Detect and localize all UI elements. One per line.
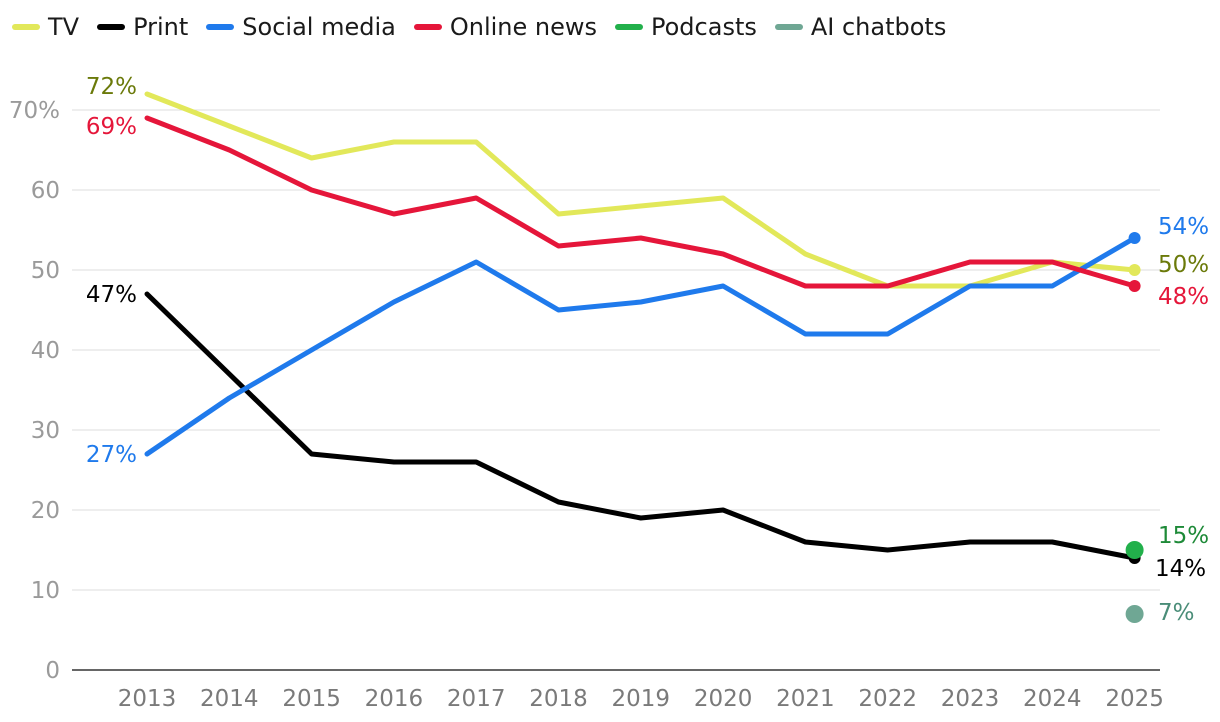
x-tick-label: 2023 — [941, 686, 1000, 712]
chart-legend: TV Print Social media Online news Podcas… — [12, 10, 964, 44]
gridlines — [72, 109, 1160, 671]
end-label-social-media: 54% — [1158, 214, 1209, 240]
y-axis-ticks: 0 10 20 30 40 50 60 70% — [9, 98, 60, 684]
legend-swatch-tv — [12, 24, 40, 30]
x-tick-label: 2020 — [694, 686, 753, 712]
legend-swatch-podcasts — [615, 24, 643, 30]
legend-item-social-media: Social media — [206, 13, 396, 41]
legend-swatch-ai-chatbots — [774, 24, 803, 30]
y-tick-label: 50 — [31, 258, 60, 284]
y-tick-label: 0 — [45, 658, 60, 684]
legend-label-podcasts: Podcasts — [651, 13, 757, 41]
end-point-tv — [1128, 264, 1141, 276]
x-tick-label: 2016 — [365, 686, 424, 712]
legend-label-social-media: Social media — [242, 13, 396, 41]
end-label-print: 14% — [1155, 556, 1206, 582]
end-point-social-media — [1128, 232, 1141, 244]
legend-item-ai-chatbots: AI chatbots — [774, 13, 947, 41]
start-label-tv: 72% — [86, 74, 137, 100]
end-point-podcasts — [1125, 541, 1144, 559]
series-line-social-media — [144, 235, 1138, 457]
x-tick-label: 2014 — [200, 686, 259, 712]
legend-label-print: Print — [133, 13, 189, 41]
y-tick-label: 30 — [31, 418, 60, 444]
end-label-podcasts: 15% — [1158, 523, 1209, 549]
x-tick-label: 2021 — [776, 686, 835, 712]
y-tick-label: 60 — [31, 178, 60, 204]
series-line-print — [144, 291, 1138, 561]
legend-label-ai-chatbots: AI chatbots — [810, 13, 947, 41]
x-tick-label: 2019 — [612, 686, 671, 712]
legend-label-tv: TV — [48, 13, 80, 41]
end-label-tv: 50% — [1158, 252, 1209, 278]
y-tick-label: 20 — [31, 498, 60, 524]
data-labels: 72% 47% 27% 69% 50% 14% 54% 48% 15% 7% — [86, 74, 1209, 626]
x-tick-label: 2018 — [529, 686, 588, 712]
legend-swatch-print — [97, 24, 126, 30]
end-point-online-news — [1128, 280, 1141, 292]
start-label-online-news: 69% — [86, 114, 137, 140]
x-tick-label: 2017 — [447, 686, 506, 712]
x-tick-label: 2024 — [1023, 686, 1082, 712]
y-tick-label: 40 — [31, 338, 60, 364]
series-lines — [144, 91, 1138, 561]
y-tick-label: 70% — [9, 98, 60, 124]
x-axis-ticks: 2013 2014 2015 2016 2017 2018 2019 2020 2021 2022… — [118, 686, 1164, 712]
x-tick-label: 2025 — [1105, 686, 1164, 712]
end-label-online-news: 48% — [1158, 284, 1209, 310]
legend-item-podcasts: Podcasts — [615, 13, 757, 41]
x-tick-label: 2015 — [282, 686, 341, 712]
legend-swatch-online-news — [413, 24, 442, 30]
legend-item-print: Print — [97, 13, 188, 41]
legend-item-online-news: Online news — [413, 13, 597, 41]
x-tick-label: 2013 — [118, 686, 177, 712]
legend-swatch-social-media — [206, 24, 235, 30]
x-tick-label: 2022 — [858, 686, 917, 712]
end-label-ai-chatbots: 7% — [1158, 600, 1195, 626]
series-points — [1125, 232, 1144, 623]
start-label-social-media: 27% — [86, 442, 137, 468]
legend-item-tv: TV — [12, 13, 79, 41]
end-point-ai-chatbots — [1125, 605, 1144, 623]
series-line-online-news — [144, 115, 1138, 289]
y-tick-label: 10 — [31, 578, 60, 604]
legend-label-online-news: Online news — [449, 13, 597, 41]
start-label-print: 47% — [86, 282, 137, 308]
